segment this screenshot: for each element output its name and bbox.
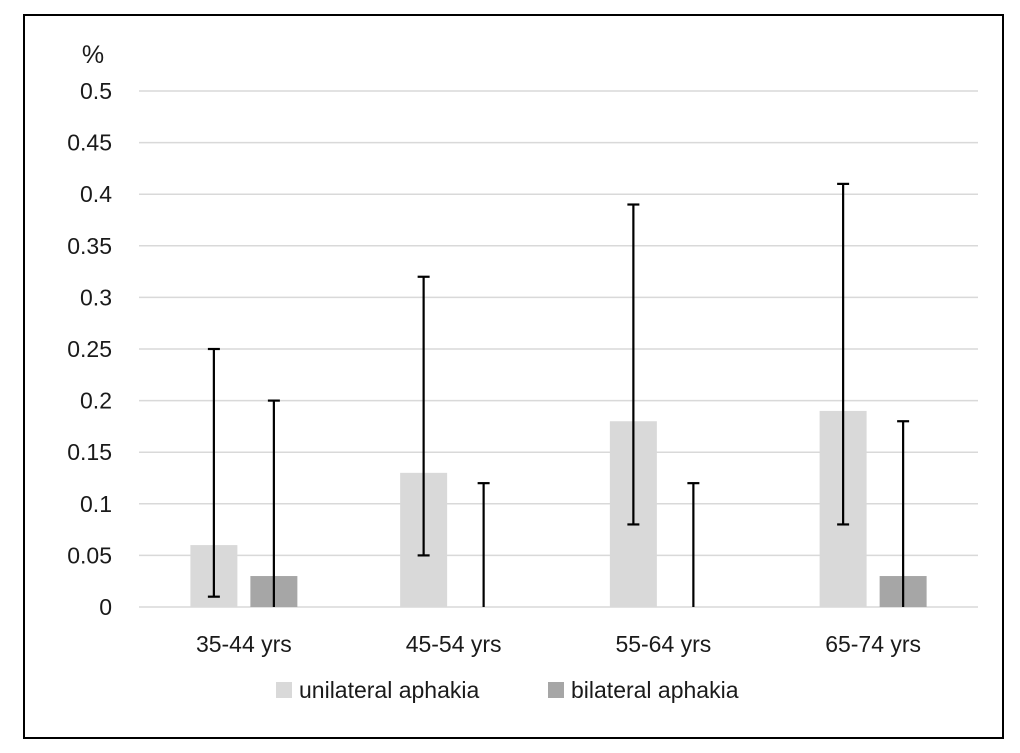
y-tick-label: 0.45 (67, 130, 112, 156)
legend-label-unilateral: unilateral aphakia (299, 677, 480, 703)
x-tick-label: 35-44 yrs (196, 631, 292, 657)
gridlines (139, 90, 978, 608)
y-tick-label: 0.2 (80, 388, 112, 414)
y-tick-label: 0.25 (67, 336, 112, 362)
y-tick-label: 0.1 (80, 491, 112, 517)
y-tick-label: 0 (99, 594, 112, 620)
legend: unilateral aphakia bilateral aphakia (276, 677, 739, 703)
chart-frame (23, 14, 1004, 739)
legend-swatch-unilateral (276, 682, 292, 698)
y-tick-label: 0.15 (67, 439, 112, 465)
legend-item-unilateral: unilateral aphakia (276, 677, 480, 703)
x-tick-label: 45-54 yrs (406, 631, 502, 657)
y-tick-label: 0.3 (80, 284, 112, 310)
legend-swatch-bilateral (548, 682, 564, 698)
x-axis-ticks: 35-44 yrs 45-54 yrs 55-64 yrs 65-74 yrs (196, 631, 921, 657)
legend-item-bilateral: bilateral aphakia (548, 677, 739, 703)
y-axis-title: % (82, 41, 104, 69)
legend-label-bilateral: bilateral aphakia (571, 677, 739, 703)
y-tick-label: 0.05 (67, 542, 112, 568)
y-axis-ticks: 0 0.05 0.1 0.15 0.2 0.25 0.3 0.35 0.4 0.45 0.5 (67, 78, 112, 620)
y-tick-label: 0.4 (80, 181, 112, 207)
error-bars (207, 182, 910, 607)
x-tick-label: 65-74 yrs (825, 631, 921, 657)
x-tick-label: 55-64 yrs (615, 631, 711, 657)
y-tick-label: 0.35 (67, 233, 112, 259)
y-tick-label: 0.5 (80, 78, 112, 104)
